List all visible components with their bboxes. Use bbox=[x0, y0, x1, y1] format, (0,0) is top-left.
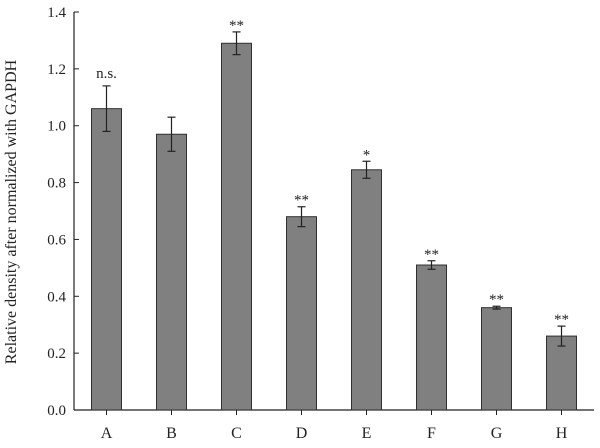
y-tick-label: 0.4 bbox=[47, 289, 66, 305]
significance-label: ** bbox=[424, 247, 439, 263]
x-category-label: B bbox=[166, 425, 177, 442]
significance-label: ** bbox=[229, 18, 244, 34]
y-tick-label: 0.2 bbox=[47, 346, 66, 362]
bar-h bbox=[546, 335, 577, 411]
x-category-label: E bbox=[362, 425, 372, 442]
x-category-label: D bbox=[296, 425, 308, 442]
bar-c bbox=[221, 42, 252, 411]
significance-label: n.s. bbox=[96, 66, 117, 82]
bar-b bbox=[156, 133, 187, 411]
y-tick-label: 1.4 bbox=[47, 5, 66, 21]
y-axis-title: Relative density after normalized with G… bbox=[3, 59, 20, 364]
x-category-label: H bbox=[556, 425, 568, 442]
y-tick-label: 0.0 bbox=[47, 403, 66, 419]
y-tick-label: 1.0 bbox=[47, 119, 66, 135]
y-tick-label: 0.8 bbox=[47, 176, 66, 192]
x-category-label: F bbox=[427, 425, 436, 442]
bar-e bbox=[351, 169, 382, 411]
significance-label: ** bbox=[294, 193, 309, 209]
significance-label: * bbox=[363, 147, 371, 163]
significance-label: ** bbox=[554, 312, 569, 328]
y-tick-label: 0.6 bbox=[47, 232, 66, 248]
bar-f bbox=[416, 264, 447, 411]
bar-d bbox=[286, 216, 317, 411]
x-category-label: A bbox=[101, 425, 113, 442]
x-category-label: C bbox=[231, 425, 242, 442]
significance-label: ** bbox=[489, 292, 504, 308]
x-category-label: G bbox=[491, 425, 503, 442]
bar-a bbox=[91, 108, 122, 411]
y-tick-label: 1.2 bbox=[47, 62, 66, 78]
bar-g bbox=[481, 307, 512, 411]
